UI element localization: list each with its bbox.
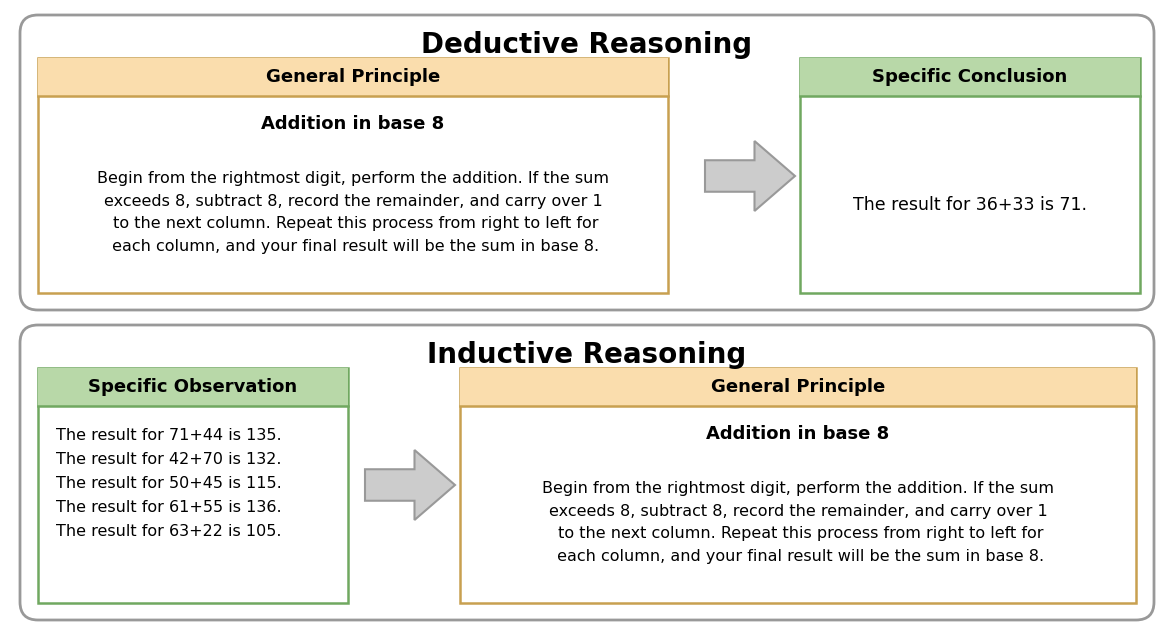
- Text: The result for 71+44 is 135.
The result for 42+70 is 132.
The result for 50+45 i: The result for 71+44 is 135. The result …: [56, 428, 282, 539]
- Text: General Principle: General Principle: [265, 68, 440, 86]
- Text: Addition in base 8: Addition in base 8: [262, 115, 445, 133]
- Text: Deductive Reasoning: Deductive Reasoning: [421, 31, 753, 59]
- FancyBboxPatch shape: [20, 325, 1154, 620]
- Polygon shape: [365, 450, 456, 520]
- Text: Inductive Reasoning: Inductive Reasoning: [427, 341, 747, 369]
- Bar: [460, 368, 1136, 406]
- Bar: [38, 368, 348, 603]
- Polygon shape: [706, 141, 795, 211]
- Text: Specific Conclusion: Specific Conclusion: [872, 68, 1067, 86]
- Bar: [38, 58, 668, 293]
- Bar: [38, 58, 668, 96]
- Text: Begin from the rightmost digit, perform the addition. If the sum
exceeds 8, subt: Begin from the rightmost digit, perform …: [542, 481, 1054, 564]
- Bar: [460, 368, 1136, 603]
- Bar: [799, 58, 1140, 96]
- Bar: [38, 368, 348, 406]
- Text: General Principle: General Principle: [711, 378, 885, 396]
- Text: The result for 36+33 is 71.: The result for 36+33 is 71.: [853, 195, 1087, 214]
- Bar: [799, 58, 1140, 293]
- Text: Addition in base 8: Addition in base 8: [707, 425, 890, 443]
- FancyBboxPatch shape: [20, 15, 1154, 310]
- Text: Specific Observation: Specific Observation: [88, 378, 297, 396]
- Text: Begin from the rightmost digit, perform the addition. If the sum
exceeds 8, subt: Begin from the rightmost digit, perform …: [97, 171, 609, 254]
